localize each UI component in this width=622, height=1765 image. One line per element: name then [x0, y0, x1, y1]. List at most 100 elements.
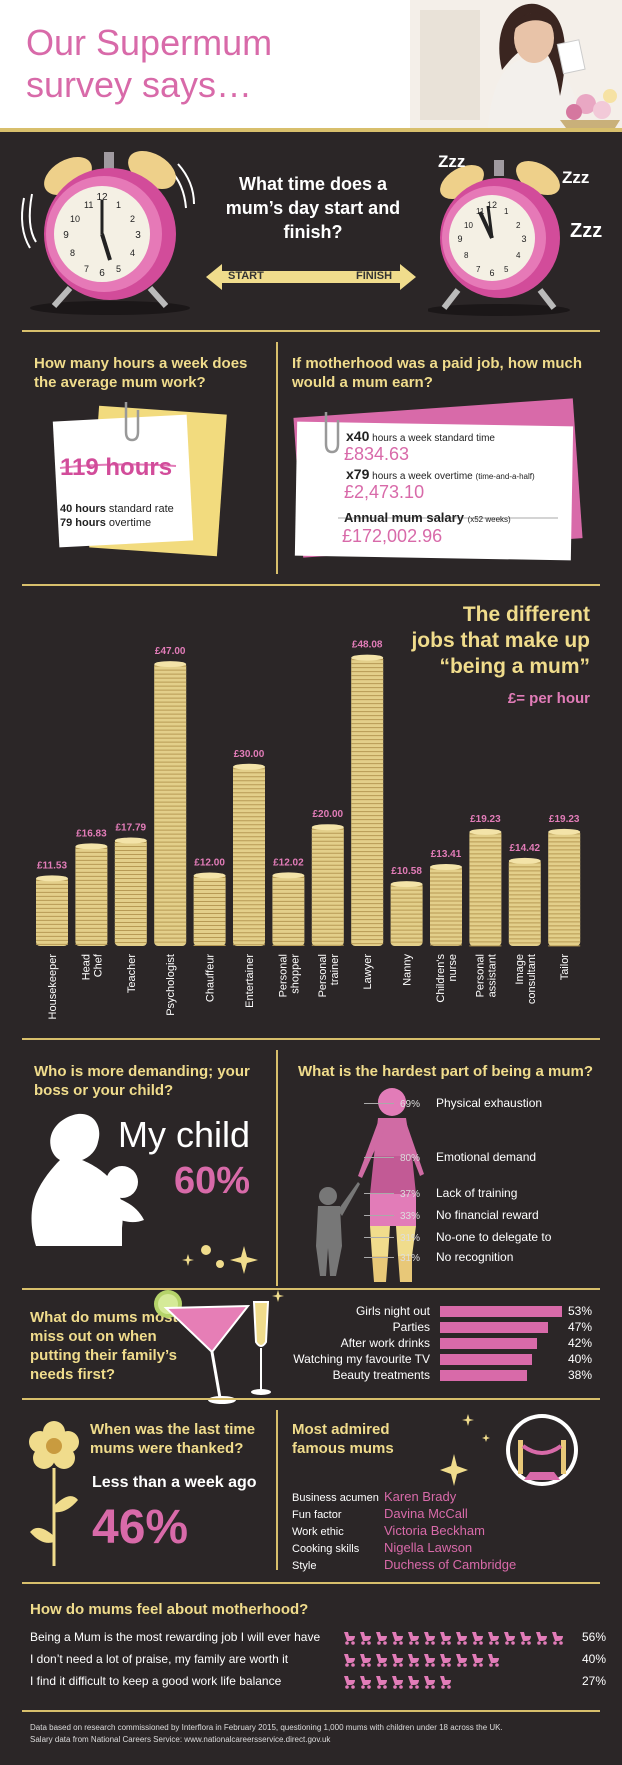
- feel-pct: 27%: [582, 1674, 607, 1688]
- zzz-text-1: Zzz: [438, 152, 466, 171]
- hardest-label: No-one to delegate to: [436, 1230, 552, 1244]
- admired-item: Style Duchess of Cambridge: [292, 1556, 592, 1574]
- leader-line: [364, 1257, 394, 1258]
- demanding-percent: 60%: [174, 1160, 251, 1202]
- stroller-icon: [360, 1654, 371, 1667]
- svg-text:4: 4: [516, 251, 521, 260]
- missout-pct: 38%: [568, 1368, 593, 1382]
- stroller-icon: [472, 1654, 483, 1667]
- bar-value-label: £13.41: [431, 849, 462, 860]
- bar-category-label: Personalshopper: [277, 954, 301, 998]
- feel-label: I find it difficult to keep a good work …: [30, 1674, 282, 1688]
- svg-text:6: 6: [489, 268, 494, 278]
- stroller-icon: [456, 1632, 467, 1645]
- hours-question: How many hours a week does the average m…: [34, 355, 248, 391]
- leader-line: [364, 1193, 394, 1194]
- missout-bar: [440, 1370, 528, 1381]
- stroller-icon: [472, 1632, 483, 1645]
- stroller-icons: [344, 1676, 451, 1689]
- svg-text:3: 3: [135, 230, 141, 241]
- bar-value-label: £16.83: [76, 828, 107, 839]
- svg-text:3: 3: [521, 234, 526, 244]
- bar-category-label: HeadChef: [80, 953, 104, 980]
- admired-question: Most admired famous mums: [292, 1421, 394, 1457]
- bar-category-label: Imageconsultant: [514, 954, 538, 1004]
- hardest-item: 31% No-one to delegate to: [400, 1230, 620, 1244]
- missout-bar: [440, 1306, 562, 1317]
- stroller-icon: [520, 1632, 531, 1645]
- leader-line: [364, 1157, 394, 1158]
- divider: [22, 1710, 600, 1712]
- svg-text:5: 5: [504, 265, 509, 274]
- bar-value-label: £19.23: [470, 814, 501, 825]
- coin-stack-bar: [351, 654, 384, 946]
- salary-annual-value: £172,002.96: [342, 526, 443, 546]
- coin-stack-bar: [272, 872, 305, 946]
- coin-stack-bar: [548, 828, 581, 947]
- divider: [22, 1038, 600, 1040]
- admired-category: Business acumen: [292, 1492, 379, 1504]
- stroller-icon: [504, 1632, 515, 1645]
- admired-category: Style: [292, 1560, 317, 1572]
- coin-stack-bar: [430, 864, 462, 946]
- feel-label: Being a Mum is the most rewarding job I …: [30, 1630, 321, 1644]
- jobs-title: The different jobs that make up “being a…: [411, 603, 590, 678]
- bar-category-label: Personalassistant: [474, 954, 498, 997]
- missout-pct: 47%: [568, 1320, 593, 1334]
- demanding-question: Who is more demanding; your boss or your…: [34, 1063, 250, 1099]
- sparkle-icon: [182, 1245, 258, 1274]
- hardest-item: 80% Emotional demand: [400, 1150, 620, 1164]
- demanding-answer: My child: [118, 1114, 251, 1155]
- stroller-icon: [392, 1676, 403, 1689]
- stroller-icon: [488, 1654, 499, 1667]
- admired-item: Fun factor Davina McCall: [292, 1505, 592, 1523]
- coin-stack-bar: [311, 824, 344, 946]
- start-finish-arrow-icon: [206, 264, 416, 290]
- salary-ot-value: £2,473.10: [344, 482, 425, 502]
- admired-item: Cooking skills Nigella Lawson: [292, 1539, 592, 1557]
- thanked-question: When was the last time mums were thanked…: [90, 1421, 256, 1457]
- svg-text:1: 1: [116, 200, 121, 210]
- svg-text:12: 12: [487, 200, 497, 210]
- feel-label: I don’t need a lot of praise, my family …: [30, 1652, 289, 1666]
- divider: [22, 584, 600, 586]
- note-card-icon: [52, 402, 227, 557]
- hardest-item: 37% Lack of training: [400, 1186, 620, 1200]
- svg-text:8: 8: [70, 248, 75, 258]
- bar-category-label: Lawyer: [362, 954, 374, 990]
- stroller-icon: [344, 1632, 355, 1645]
- bar-category-label: Chauffeur: [205, 954, 217, 1002]
- leader-line: [364, 1237, 394, 1238]
- mother-child-walking-icon: [316, 1088, 424, 1282]
- stroller-icon: [456, 1654, 467, 1667]
- stroller-icon: [424, 1654, 435, 1667]
- stroller-icon: [536, 1632, 547, 1645]
- bar-category-label: Teacher: [126, 954, 138, 993]
- missout-label: Parties: [392, 1320, 430, 1334]
- svg-text:7: 7: [84, 264, 89, 274]
- bar-value-label: £20.00: [313, 809, 344, 820]
- stroller-icon: [552, 1632, 563, 1645]
- stroller-icon: [376, 1676, 387, 1689]
- svg-text:11: 11: [84, 200, 93, 210]
- mum-photo: [410, 0, 622, 128]
- coin-stack-bar: [154, 661, 187, 946]
- hardest-question: What is the hardest part of being a mum?: [298, 1063, 594, 1080]
- coin-stack-bar: [193, 872, 226, 947]
- svg-text:9: 9: [63, 230, 69, 241]
- bar-value-label: £14.42: [510, 843, 541, 854]
- finish-label: FINISH: [356, 270, 393, 282]
- admired-item: Work ethic Victoria Beckham: [292, 1522, 592, 1540]
- footer-note: Data based on research commissioned by I…: [30, 1723, 503, 1744]
- bar-value-label: £48.08: [352, 640, 383, 651]
- bar-value-label: £12.02: [273, 857, 304, 868]
- svg-text:10: 10: [464, 221, 473, 230]
- stroller-icon: [440, 1632, 451, 1645]
- admired-category: Cooking skills: [292, 1543, 360, 1555]
- admired-name: Nigella Lawson: [384, 1540, 473, 1555]
- hardest-label: No recognition: [436, 1250, 514, 1264]
- header-divider: [0, 128, 622, 132]
- stroller-icon: [408, 1676, 419, 1689]
- hardest-pct: 37%: [400, 1189, 421, 1200]
- page-title: Our Supermum survey says…: [26, 22, 273, 105]
